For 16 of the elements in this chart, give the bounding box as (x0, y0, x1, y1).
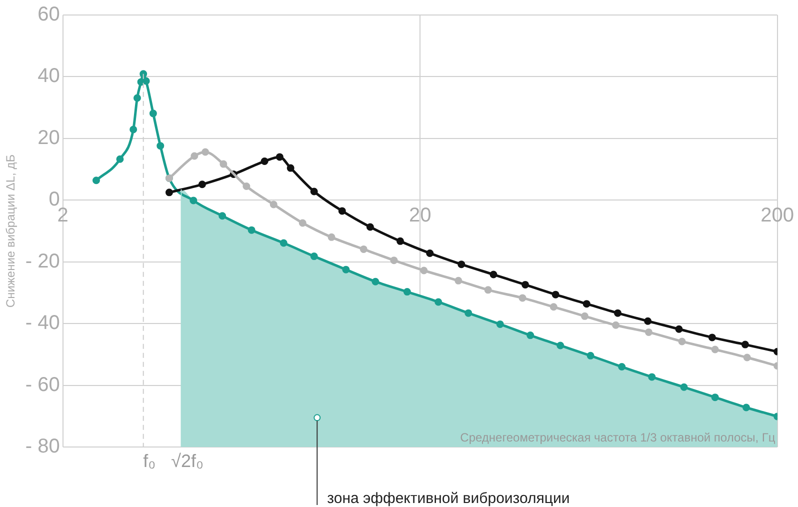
y-tick-label: 0 (48, 188, 60, 211)
y-tick-label: 60 (38, 4, 60, 26)
y-tick-label: - 60 (25, 374, 60, 396)
ref-line-label: √2f₀ (171, 450, 204, 471)
y-tick-label: - 20 (25, 250, 60, 272)
x-axis-title: Среднегеометрическая частота 1/3 октавной полосы, Гц (460, 430, 776, 444)
y-tick-label: 40 (38, 65, 60, 88)
ref-line-label: f₀ (143, 450, 156, 471)
annotation: зона эффективной виброизоляции (327, 490, 570, 507)
y-tick-label: - 80 (25, 436, 60, 458)
x-tick-label: 2 (57, 204, 68, 227)
y-tick-label: 20 (38, 126, 60, 149)
x-tick-label: 200 (760, 204, 794, 227)
y-tick-label: - 40 (25, 312, 60, 334)
y-axis-title: Снижение вибрации ΔL, дБ (4, 154, 18, 308)
x-tick-label: 20 (408, 204, 432, 227)
